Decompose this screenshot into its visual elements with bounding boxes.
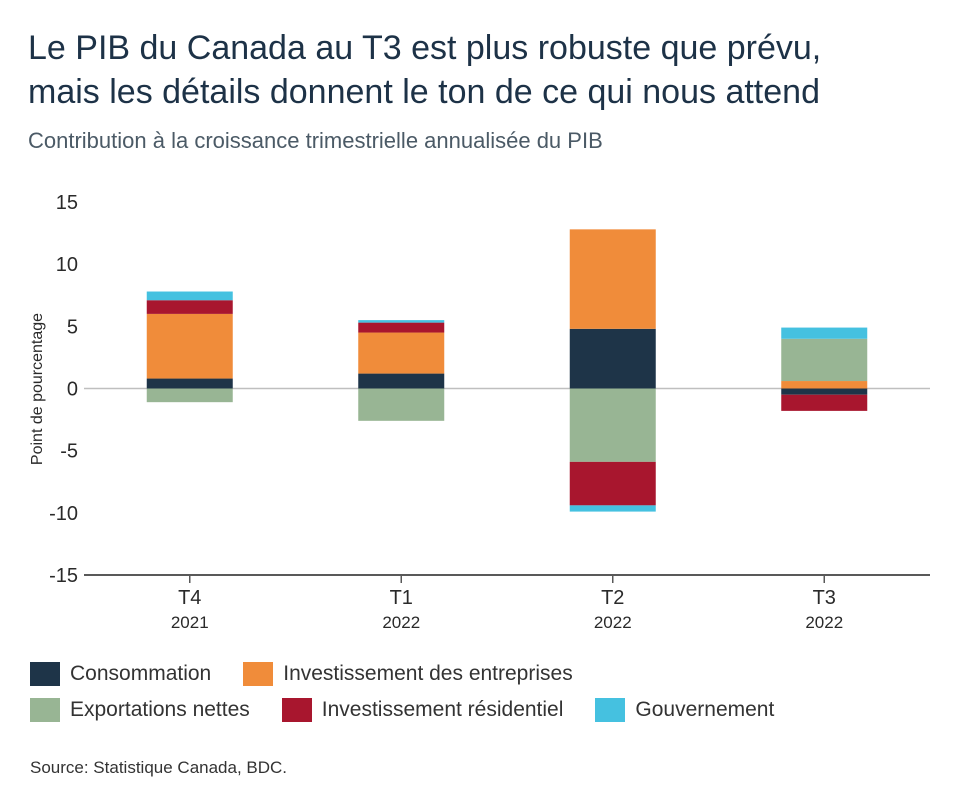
legend-item: Gouvernement — [595, 698, 774, 722]
y-tick-label: -5 — [60, 441, 78, 463]
stacked-bar-chart: 15 10 5 0 -5 -10 -15 Point de pourcentage T4 20… — [29, 192, 930, 632]
x-tick-year-label: 2022 — [594, 613, 632, 632]
legend-swatch — [595, 698, 626, 722]
bar-segment-t2-2022-s0 — [569, 328, 656, 389]
x-tick-year-label: 2022 — [805, 613, 843, 632]
bar-segment-t2-2022-s4 — [569, 505, 656, 512]
x-tick-quarter-label: T4 — [178, 587, 201, 609]
legend-swatch — [281, 698, 312, 722]
legend-label: Investissement résidentiel — [321, 698, 564, 721]
legend-label: Exportations nettes — [70, 698, 250, 721]
bar-segment-t1-2022-s3 — [358, 322, 445, 333]
bar-segment-t3-2022-s2 — [781, 338, 868, 382]
bar-segment-t1-2022-s1 — [358, 332, 445, 374]
bar-segment-t3-2022-s3 — [781, 394, 868, 411]
bar-segment-t4-2021-s2 — [146, 388, 233, 403]
legend-swatch — [30, 662, 60, 686]
bar-segment-t2-2022-s1 — [569, 229, 656, 329]
x-tick-quarter-label: T3 — [813, 587, 836, 609]
bar-segment-t2-2022-s2 — [569, 388, 656, 462]
legend-item: Consommation — [30, 662, 211, 686]
bar-segment-t4-2021-s4 — [146, 291, 233, 301]
legend-item: Investissement des entreprises — [243, 662, 573, 686]
chart-subtitle: Contribution à la croissance trimestriel… — [28, 128, 603, 153]
bar-segment-t1-2022-s0 — [358, 373, 445, 389]
bar-segment-t3-2022-s4 — [781, 327, 868, 339]
legend-item: Investissement résidentiel — [281, 698, 564, 722]
legend-label: Investissement des entreprises — [283, 662, 573, 685]
legend-swatch — [243, 662, 274, 686]
legend-row: Consommation Investissement des entrepris… — [30, 656, 930, 692]
bar-segment-t1-2022-s4 — [358, 320, 445, 323]
bar-segment-t4-2021-s1 — [146, 313, 233, 379]
chart-title-line-1: Le PIB du Canada au T3 est plus robuste … — [28, 29, 822, 67]
bars-group — [146, 229, 868, 512]
x-tick-quarter-label: T1 — [390, 587, 413, 609]
x-axis-ticks: T4 2021 T1 2022 T2 2022 T3 2022 — [171, 575, 843, 632]
chart-title-line-2: mais les détails donnent le ton de ce qu… — [28, 73, 820, 111]
y-tick-label: 5 — [67, 316, 78, 338]
bar-segment-t4-2021-s3 — [146, 300, 233, 314]
bar-segment-t4-2021-s0 — [146, 378, 233, 389]
y-axis-label: Point de pourcentage — [29, 313, 46, 465]
y-tick-label: -15 — [49, 565, 78, 587]
legend: Consommation Investissement des entrepris… — [30, 656, 930, 728]
bar-segment-t2-2022-s3 — [569, 461, 656, 506]
bar-segment-t1-2022-s2 — [358, 388, 445, 421]
bar-segment-t3-2022-s1 — [781, 381, 868, 389]
y-axis-ticks: 15 10 5 0 -5 -10 -15 — [49, 192, 78, 587]
y-tick-label: 15 — [56, 192, 78, 214]
legend-swatch — [30, 698, 60, 722]
legend-label: Consommation — [70, 662, 212, 685]
chart-title: Le PIB du Canada au T3 est plus robuste … — [28, 26, 938, 114]
legend-row: Exportations nettes Investissement réside… — [30, 692, 930, 728]
y-tick-label: 10 — [56, 254, 78, 276]
x-tick-year-label: 2022 — [382, 613, 420, 632]
source-note: Source: Statistique Canada, BDC. — [30, 758, 288, 777]
legend-label: Gouvernement — [635, 698, 775, 721]
y-tick-label: 0 — [67, 379, 78, 401]
x-tick-year-label: 2021 — [171, 613, 209, 632]
y-tick-label: -10 — [49, 503, 78, 525]
legend-item: Exportations nettes — [30, 698, 250, 722]
bar-segment-t3-2022-s0 — [781, 388, 868, 395]
x-tick-quarter-label: T2 — [601, 587, 624, 609]
